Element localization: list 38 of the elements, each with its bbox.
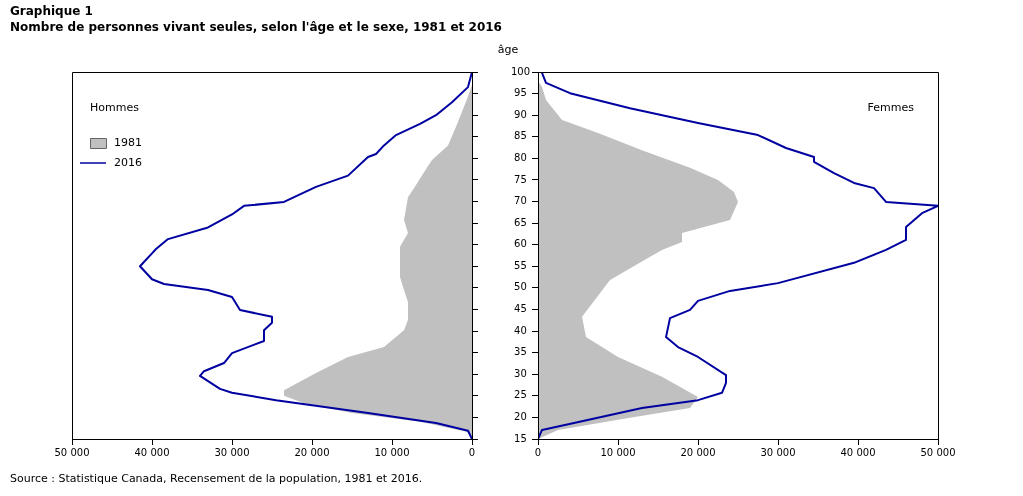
legend-label: 1981: [114, 135, 142, 149]
x-tick-label: 40 000: [134, 446, 170, 458]
y-tick-label: 20: [514, 411, 527, 423]
x-tick-label: 30 000: [214, 446, 250, 458]
y-tick-label: 100: [510, 65, 530, 77]
y-tick-label: 40: [514, 324, 527, 336]
y-tick-label: 55: [514, 259, 527, 271]
x-tick-label: 10 000: [600, 446, 636, 458]
chart-title: Graphique 1: [10, 4, 93, 18]
y-tick-label: 95: [514, 87, 527, 99]
x-tick-label: 20 000: [680, 446, 716, 458]
y-tick-label: 35: [514, 346, 527, 358]
x-tick-label: 0: [534, 446, 542, 458]
annotation: Hommes: [90, 100, 140, 114]
y-tick-label: 45: [514, 303, 527, 315]
y-tick-label: 80: [514, 151, 527, 163]
y-tick-label: 60: [514, 238, 527, 250]
y-axis-title: âge: [497, 42, 519, 56]
y-tick-label: 70: [514, 195, 527, 207]
y-tick-label: 85: [514, 130, 527, 142]
y-tick-label: 15: [514, 432, 527, 444]
y-tick-label: 65: [514, 216, 527, 228]
y-tick-label: 50: [514, 281, 527, 293]
annotation: Femmes: [867, 100, 915, 114]
legend-label: 2016: [114, 155, 142, 169]
source-note: Source : Statistique Canada, Recensement de la population, 1981 et 2016.: [10, 472, 423, 485]
y-tick-label: 25: [514, 389, 527, 401]
y-tick-label: 75: [514, 173, 527, 185]
x-tick-label: 50 000: [54, 446, 90, 458]
chart-subtitle: Nombre de personnes vivant seules, selon l'âge et le sexe, 1981 et 2016: [10, 20, 502, 34]
x-tick-label: 30 000: [760, 446, 796, 458]
x-tick-label: 10 000: [374, 446, 410, 458]
y-tick-label: 90: [514, 108, 527, 120]
y-tick-label: 30: [514, 367, 527, 379]
x-tick-label: 20 000: [294, 446, 330, 458]
x-tick-label: 0: [468, 446, 476, 458]
x-tick-label: 40 000: [840, 446, 876, 458]
x-tick-label: 50 000: [920, 446, 956, 458]
